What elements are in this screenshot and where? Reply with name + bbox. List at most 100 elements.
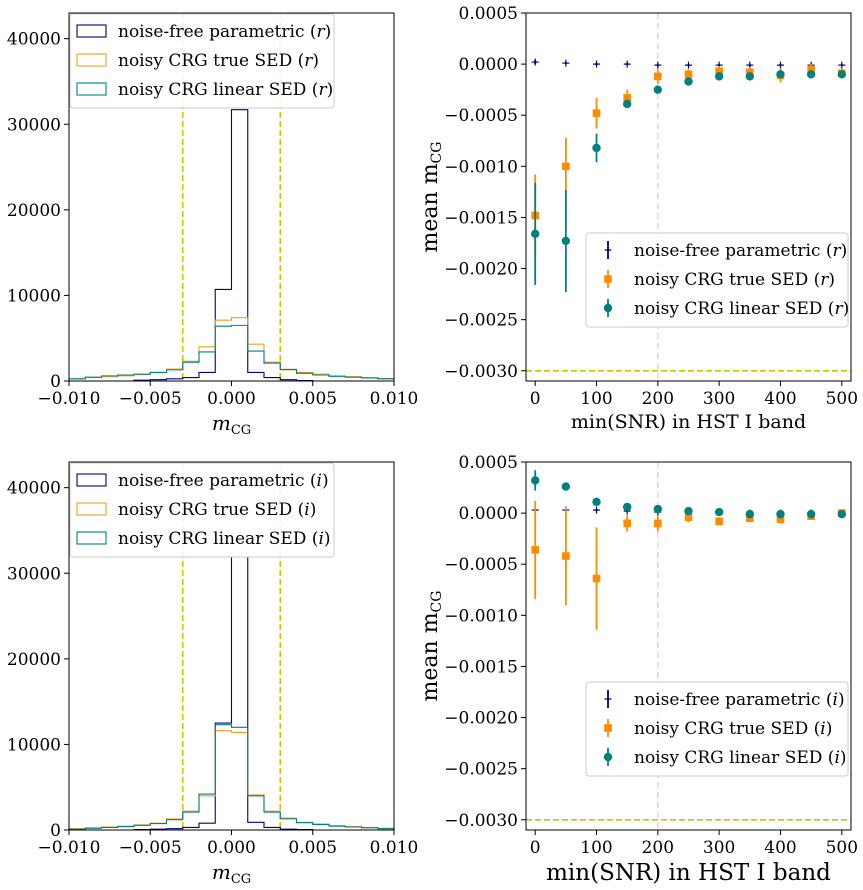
legend-frame — [585, 232, 849, 328]
legend-swatch — [76, 24, 107, 38]
legend-open-paren: ( — [826, 241, 833, 261]
legend-label-text: noisy CRG true SED — [634, 719, 814, 739]
legend-close-paren: ) — [841, 241, 848, 261]
legend-open-paren: ( — [828, 748, 835, 768]
legend-label-text: noisy CRG true SED — [118, 500, 298, 520]
y-tick-label: 30000 — [7, 115, 61, 135]
data-point — [623, 94, 631, 102]
legend-band: i — [304, 500, 309, 520]
x-tick-label: 0.000 — [207, 838, 256, 858]
data-point — [623, 519, 631, 528]
legend-swatch — [76, 531, 107, 545]
x-tick-label: 400 — [764, 389, 796, 409]
data-point — [684, 506, 693, 516]
panel-r_hist: −0.010 −0.005 0.000 0.005 0.010 0 10000 20000 30… — [7, 12, 419, 438]
x-tick-label: 300 — [703, 389, 735, 409]
y-tick-label: −0.0025 — [444, 760, 518, 780]
histogram-series-1 — [69, 730, 394, 830]
data-point — [531, 546, 539, 554]
legend-frame — [69, 462, 335, 558]
data-point — [837, 70, 847, 79]
legend-band: r — [304, 51, 313, 71]
legend-open-paren: ( — [312, 529, 319, 549]
panel-r_mean: 0 100 200 300 400 500 0.0005 0.0000 −0.0005 −0.00… — [418, 4, 858, 433]
y-tick-label: −0.0005 — [444, 106, 518, 126]
legend: noise-free parametric (i) noisy CRG true … — [585, 681, 849, 777]
legend-label-text: noisy CRG linear SED — [634, 748, 828, 768]
legend-band: i — [820, 719, 825, 739]
x-tick-label: 300 — [703, 838, 735, 858]
data-point — [807, 65, 815, 74]
legend-band: i — [318, 529, 323, 549]
legend-swatch — [76, 53, 107, 67]
legend-close-paren: ) — [843, 299, 850, 319]
legend-marker — [604, 724, 612, 732]
legend-close-paren: ) — [327, 80, 334, 100]
plot-area — [526, 462, 851, 830]
data-point — [776, 70, 785, 79]
legend-label: noisy CRG true SED (r) — [634, 270, 835, 290]
legend-close-paren: ) — [322, 471, 329, 491]
data-point — [745, 509, 755, 519]
legend-label-text: noisy CRG linear SED — [118, 529, 312, 549]
y-tick-label: 0 — [50, 821, 61, 841]
errorbar-series-2 — [530, 470, 847, 519]
x-tick-label: −0.010 — [38, 838, 101, 858]
y-tick-label: 10000 — [7, 286, 61, 306]
histogram-series-1 — [69, 317, 394, 381]
x-tick-label: 0.005 — [288, 389, 337, 409]
data-point — [745, 72, 755, 81]
histogram-series-0 — [69, 556, 394, 830]
data-point — [654, 72, 662, 81]
x-tick-label: 0.005 — [288, 838, 337, 858]
y-tick-label: −0.0010 — [444, 606, 518, 626]
x-tick-label: 500 — [826, 389, 858, 409]
data-point — [562, 162, 570, 171]
data-point — [715, 67, 723, 76]
legend-close-paren: ) — [324, 529, 331, 549]
panel-i_mean: 0 100 200 300 400 500 0.0005 0.0000 −0.0005 −0.00… — [418, 453, 858, 886]
legend-marker — [603, 752, 613, 762]
data-point — [653, 504, 663, 514]
legend-band: i — [833, 690, 838, 710]
legend-open-paren: ( — [814, 719, 821, 739]
legend-label: noisy CRG true SED (i) — [634, 719, 832, 739]
x-axis-label-base: m — [212, 411, 231, 435]
legend-open-paren: ( — [814, 270, 821, 290]
y-tick-label: 0.0000 — [459, 55, 518, 75]
y-tick-label: 30000 — [7, 564, 61, 584]
y-axis-label-base: mean m — [418, 612, 443, 701]
legend-label: noise-free parametric (i) — [634, 690, 845, 710]
errorbar-series-1 — [531, 64, 846, 257]
data-point — [776, 509, 785, 519]
y-tick-label: 20000 — [7, 201, 61, 221]
y-tick-label: 40000 — [7, 30, 61, 50]
data-point — [530, 476, 540, 485]
plot-area — [69, 462, 394, 830]
x-tick-label: 0 — [530, 838, 541, 858]
plot-area — [526, 13, 851, 381]
x-tick-label: 0.010 — [370, 389, 419, 409]
data-point — [714, 72, 724, 81]
legend: noise-free parametric (r)noisy CRG true … — [585, 232, 850, 328]
data-point — [776, 515, 785, 524]
axes-frame — [525, 12, 852, 382]
legend-marker — [604, 275, 612, 283]
x-tick-label: 0 — [530, 389, 541, 409]
legend: noise-free parametric (r)noisy CRG true … — [69, 13, 335, 109]
y-tick-label: −0.0015 — [444, 657, 518, 677]
y-tick-label: −0.0005 — [444, 555, 518, 575]
y-tick-label: −0.0010 — [444, 157, 518, 177]
data-point — [592, 497, 601, 507]
y-tick-label: 40000 — [7, 479, 61, 499]
legend-label-text: noise-free parametric — [634, 241, 826, 261]
data-point — [592, 109, 601, 117]
data-point — [806, 70, 816, 79]
data-point — [653, 85, 663, 94]
y-axis-label: mean mCG — [418, 591, 445, 702]
y-tick-label: 0.0005 — [459, 453, 518, 473]
x-axis-label-sub: CG — [231, 423, 251, 438]
data-point — [806, 509, 816, 519]
y-tick-label: 0 — [50, 372, 61, 392]
